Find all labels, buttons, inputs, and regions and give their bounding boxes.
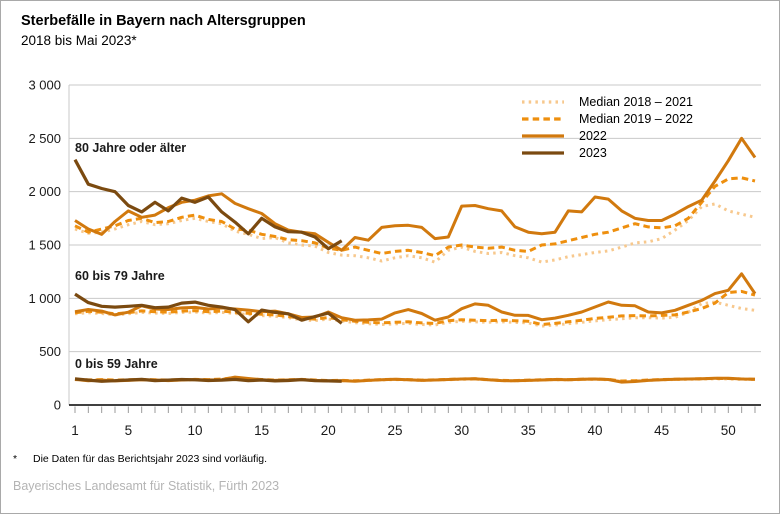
legend-item-label: Median 2018 – 2021 bbox=[579, 94, 693, 109]
legend-item-label: Median 2019 – 2022 bbox=[579, 111, 693, 126]
x-axis-label: 50 bbox=[721, 423, 736, 438]
line-60-79-2022 bbox=[74, 272, 757, 322]
line-60-79-median-2019-2022 bbox=[74, 289, 756, 326]
group-label-60-79: 60 bis 79 Jahre bbox=[75, 269, 165, 283]
legend-line-sample-icon bbox=[522, 99, 564, 104]
legend-item-4: 2023 bbox=[521, 144, 693, 161]
y-axis-label: 3 000 bbox=[28, 78, 61, 93]
line-80-plus-2023 bbox=[73, 158, 343, 251]
x-axis-label: 15 bbox=[254, 423, 269, 438]
legend-item-3: 2022 bbox=[521, 127, 693, 144]
footnote: * Die Daten für das Berichtsjahr 2023 sin… bbox=[13, 453, 267, 465]
group-label-0-59: 0 bis 59 Jahre bbox=[75, 357, 158, 371]
legend-line-sample-icon bbox=[522, 133, 564, 138]
legend-line-sample-icon bbox=[522, 116, 564, 121]
line-80-plus-median-2018-2021 bbox=[74, 202, 756, 264]
legend-item-label: 2023 bbox=[579, 145, 607, 160]
y-axis-label: 500 bbox=[39, 344, 61, 359]
x-axis-label: 20 bbox=[321, 423, 336, 438]
y-axis-label: 2 500 bbox=[28, 131, 61, 146]
x-axis-label: 5 bbox=[125, 423, 133, 438]
page-title: Sterbefälle in Bayern nach Altersgruppen bbox=[21, 13, 306, 29]
legend-line-sample-icon bbox=[522, 150, 564, 155]
line-0-59-2023 bbox=[74, 377, 342, 383]
y-axis-label: 1 000 bbox=[28, 291, 61, 306]
legend-item-1: Median 2018 – 2021 bbox=[521, 93, 693, 110]
legend-item-label: 2022 bbox=[579, 128, 607, 143]
y-axis-label: 2 000 bbox=[28, 184, 61, 199]
y-axis-label: 1 500 bbox=[28, 238, 61, 253]
x-axis-label: 25 bbox=[387, 423, 402, 438]
source-text: Bayerisches Landesamt für Statistik, Für… bbox=[13, 479, 280, 493]
x-axis-label: 40 bbox=[587, 423, 602, 438]
footnote-text: Die Daten für das Berichtsjahr 2023 sind… bbox=[33, 453, 268, 465]
legend-item-2: Median 2019 – 2022 bbox=[521, 110, 693, 127]
legend: Median 2018 – 2021 Median 2019 – 2022 2022… bbox=[521, 93, 693, 161]
x-axis-label: 30 bbox=[454, 423, 469, 438]
x-axis-label: 45 bbox=[654, 423, 669, 438]
footnote-marker: * bbox=[13, 453, 18, 465]
group-label-80-plus: 80 Jahre oder älter bbox=[75, 141, 187, 155]
page-subtitle: 2018 bis Mai 2023* bbox=[21, 33, 137, 48]
x-axis-label: 1 bbox=[71, 423, 79, 438]
x-axis-label: 10 bbox=[187, 423, 202, 438]
x-axis-label: 35 bbox=[521, 423, 536, 438]
line-60-79-2023 bbox=[74, 292, 343, 325]
y-axis-label: 0 bbox=[54, 398, 61, 413]
line-80-plus-median-2019-2022 bbox=[74, 176, 756, 258]
